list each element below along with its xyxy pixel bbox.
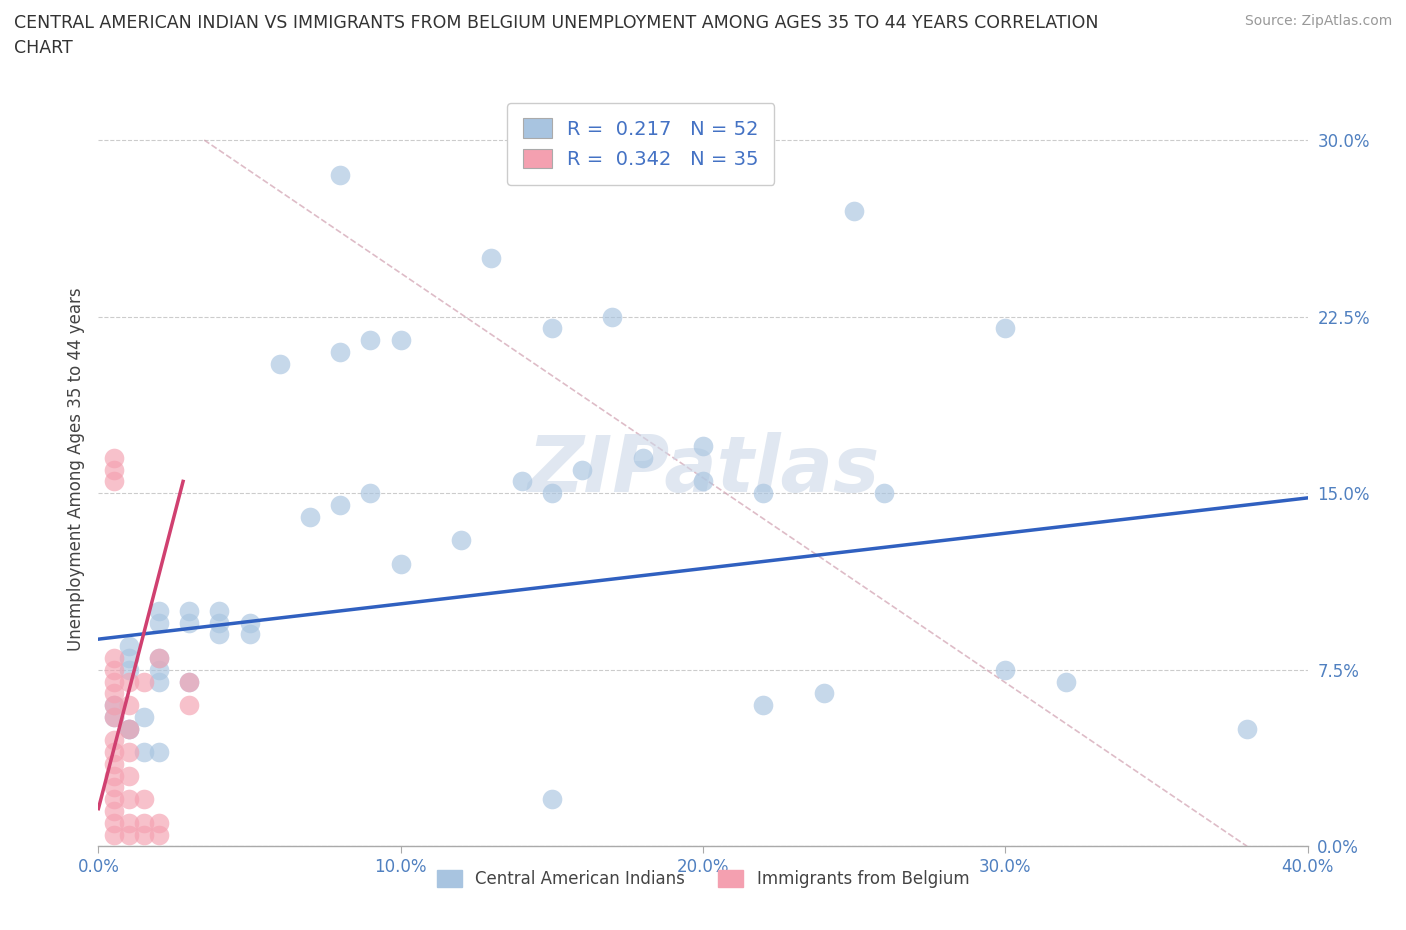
Point <box>132 827 155 842</box>
Point <box>103 768 125 783</box>
Point <box>148 604 170 618</box>
Point <box>103 710 125 724</box>
Point <box>118 745 141 760</box>
Point <box>132 674 155 689</box>
Point <box>208 627 231 642</box>
Point <box>329 344 352 359</box>
Point <box>450 533 472 548</box>
Point <box>118 768 141 783</box>
Point <box>269 356 291 371</box>
Point <box>360 333 382 348</box>
Point <box>103 462 125 477</box>
Point <box>118 721 141 736</box>
Point <box>360 485 382 500</box>
Point <box>103 450 125 465</box>
Point <box>103 651 125 666</box>
Point <box>148 651 170 666</box>
Point <box>103 745 125 760</box>
Point <box>103 710 125 724</box>
Point <box>118 721 141 736</box>
Point <box>692 439 714 454</box>
Point <box>1054 674 1077 689</box>
Point <box>118 674 141 689</box>
Y-axis label: Unemployment Among Ages 35 to 44 years: Unemployment Among Ages 35 to 44 years <box>66 288 84 651</box>
Point <box>118 827 141 842</box>
Point <box>571 462 593 477</box>
Point <box>602 309 624 324</box>
Point <box>692 474 714 489</box>
Point <box>118 721 141 736</box>
Legend: Central American Indians, Immigrants from Belgium: Central American Indians, Immigrants fro… <box>430 863 976 895</box>
Point <box>329 498 352 512</box>
Point <box>103 780 125 795</box>
Point <box>118 651 141 666</box>
Point <box>103 698 125 712</box>
Text: ZIPatlas: ZIPatlas <box>527 432 879 508</box>
Point <box>148 674 170 689</box>
Point <box>179 604 201 618</box>
Point <box>179 616 201 631</box>
Point <box>389 556 412 571</box>
Point <box>329 168 352 183</box>
Point <box>179 674 201 689</box>
Point <box>103 804 125 818</box>
Point <box>752 485 775 500</box>
Point <box>813 685 835 700</box>
Point <box>148 616 170 631</box>
Point <box>103 733 125 748</box>
Point <box>118 791 141 806</box>
Point <box>103 685 125 700</box>
Point <box>208 616 231 631</box>
Point <box>148 745 170 760</box>
Point <box>148 662 170 677</box>
Text: CENTRAL AMERICAN INDIAN VS IMMIGRANTS FROM BELGIUM UNEMPLOYMENT AMONG AGES 35 TO: CENTRAL AMERICAN INDIAN VS IMMIGRANTS FR… <box>14 14 1098 32</box>
Point <box>118 639 141 654</box>
Point <box>103 662 125 677</box>
Point <box>118 816 141 830</box>
Point <box>481 250 503 265</box>
Point <box>132 816 155 830</box>
Point <box>994 321 1017 336</box>
Point <box>510 474 533 489</box>
Point <box>752 698 775 712</box>
Point <box>132 710 155 724</box>
Point <box>148 827 170 842</box>
Point <box>132 745 155 760</box>
Point <box>844 204 866 219</box>
Point <box>540 791 562 806</box>
Point <box>540 485 562 500</box>
Point <box>1236 721 1258 736</box>
Point <box>103 698 125 712</box>
Point <box>148 651 170 666</box>
Point <box>148 816 170 830</box>
Point <box>389 333 412 348</box>
Point <box>103 827 125 842</box>
Point <box>239 627 262 642</box>
Point <box>873 485 896 500</box>
Point <box>103 674 125 689</box>
Point <box>103 474 125 489</box>
Point <box>299 510 322 525</box>
Point <box>208 604 231 618</box>
Point <box>118 662 141 677</box>
Point <box>179 674 201 689</box>
Point <box>103 816 125 830</box>
Text: CHART: CHART <box>14 39 73 57</box>
Point <box>631 450 654 465</box>
Point <box>179 698 201 712</box>
Text: Source: ZipAtlas.com: Source: ZipAtlas.com <box>1244 14 1392 28</box>
Point <box>118 698 141 712</box>
Point <box>994 662 1017 677</box>
Point <box>103 756 125 771</box>
Point <box>103 791 125 806</box>
Point <box>132 791 155 806</box>
Point <box>540 321 562 336</box>
Point <box>239 616 262 631</box>
